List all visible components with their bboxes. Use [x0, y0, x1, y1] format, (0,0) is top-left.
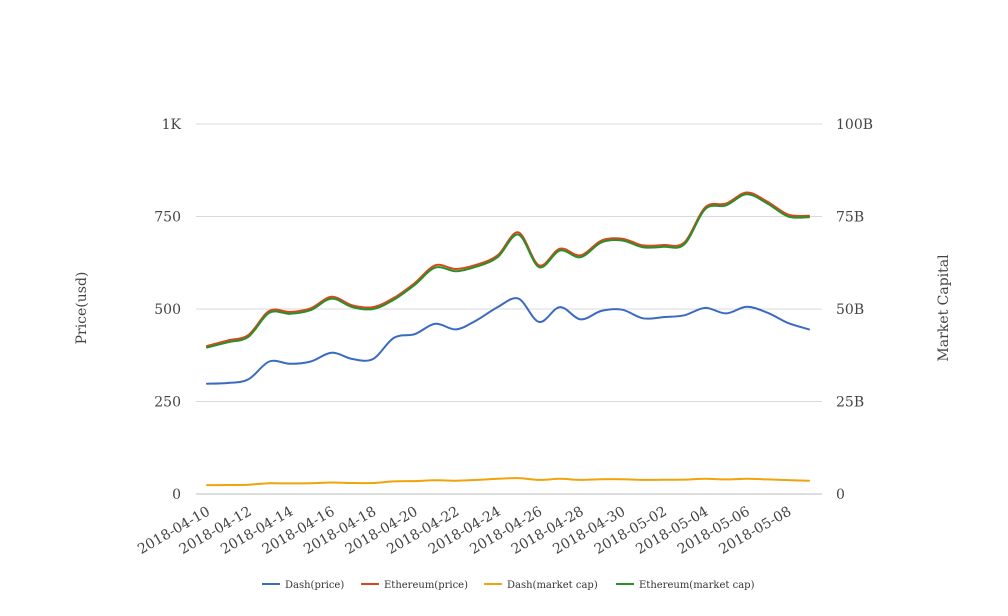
legend-label: Ethereum(market cap): [639, 580, 755, 591]
series-line-dash-price: [206, 297, 810, 385]
right-axis-ticks: 0 25B 50B 75B 100B: [836, 117, 873, 503]
left-axis-title: Price(usd): [74, 272, 90, 345]
left-tick-label: 500: [154, 302, 181, 318]
series-line-dash-market-cap: [206, 477, 810, 487]
right-tick-label: 100B: [836, 117, 873, 133]
x-axis-ticks: 2018-04-102018-04-122018-04-142018-04-16…: [135, 504, 794, 558]
legend-item-ethereum-price[interactable]: Ethereum(price): [361, 580, 468, 591]
legend-label: Dash(market cap): [507, 580, 598, 591]
right-tick-label: 50B: [836, 302, 864, 318]
legend: Dash(price) Ethereum(price) Dash(market ca…: [262, 580, 755, 591]
grid-lines: [196, 123, 822, 495]
legend-item-ethereum-market-cap[interactable]: Ethereum(market cap): [616, 580, 755, 591]
legend-item-dash-price[interactable]: Dash(price): [262, 580, 344, 591]
right-axis-title: Market Capital: [936, 254, 952, 362]
right-tick-label: 25B: [836, 395, 864, 411]
legend-label: Ethereum(price): [384, 580, 468, 591]
series-line-ethereum-market-cap: [206, 193, 810, 349]
legend-item-dash-market-cap[interactable]: Dash(market cap): [484, 580, 598, 591]
left-tick-label: 0: [172, 487, 181, 503]
series-line-ethereum-price: [206, 191, 810, 347]
left-tick-label: 750: [154, 210, 181, 226]
right-tick-label: 75B: [836, 210, 864, 226]
legend-label: Dash(price): [285, 580, 344, 591]
left-tick-label: 250: [154, 395, 181, 411]
series-lines: [206, 191, 810, 487]
left-axis-ticks: 0 250 500 750 1K: [154, 117, 181, 503]
right-tick-label: 0: [836, 487, 845, 503]
left-tick-label: 1K: [162, 117, 182, 133]
